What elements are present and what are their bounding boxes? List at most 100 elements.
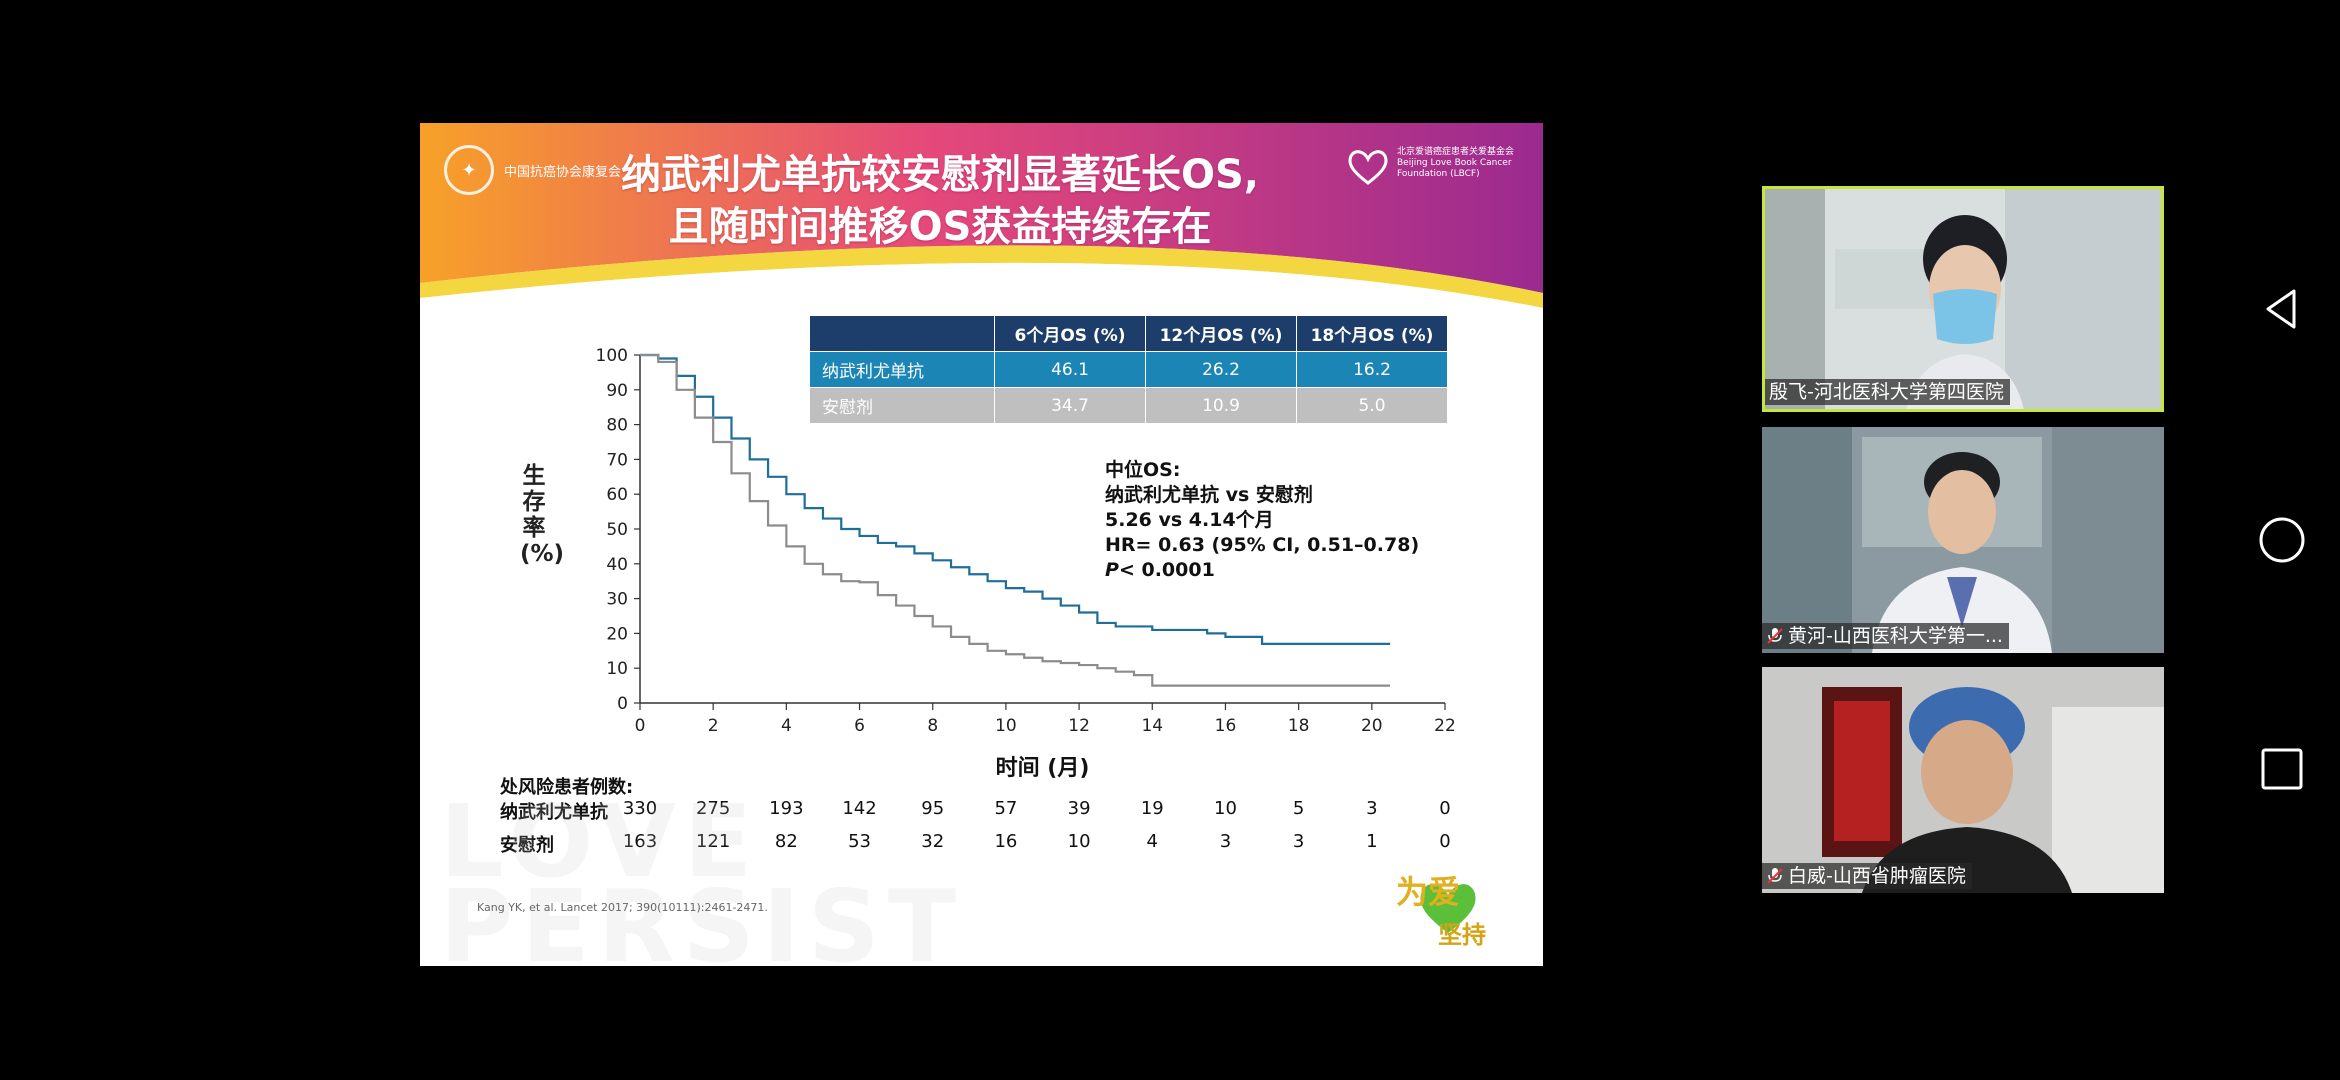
table-header	[809, 315, 995, 352]
participant-name: 黄河-山西医科大学第一...	[1788, 625, 2003, 647]
org-name-left: 中国抗癌协会康复会	[504, 164, 622, 180]
x-tick-label: 8	[927, 716, 938, 736]
heart-icon	[1348, 150, 1388, 185]
watermark-text: LOVE	[440, 783, 761, 900]
risk-value: 275	[695, 798, 731, 819]
risk-value: 19	[1140, 798, 1164, 819]
risk-value: 142	[842, 798, 877, 819]
risk-value: 16	[994, 831, 1018, 852]
presentation-slide: ✦ 中国抗癌协会康复会 纳武利尤单抗较安慰剂显著延长OS, 且随时间推移OS获益…	[420, 123, 1543, 966]
org-logo-left: ✦ 中国抗癌协会康复会	[444, 145, 621, 195]
table-row: 安慰剂 34.7 10.9 5.0	[809, 387, 1448, 424]
participant-name: 殷飞-河北医科大学第四医院	[1769, 381, 2004, 403]
seal-icon: ✦	[444, 145, 494, 195]
risk-value: 3	[1219, 831, 1232, 852]
y-tick-label: 40	[606, 555, 628, 575]
slide-title-line1: 纳武利尤单抗较安慰剂显著延长OS,	[620, 152, 1259, 198]
table-cell: 26.2	[1145, 351, 1297, 388]
y-axis-label: 生存率 (%)	[520, 463, 565, 567]
risk-value: 53	[848, 831, 871, 852]
risk-value: 163	[622, 831, 658, 852]
table-cell: 安慰剂	[809, 387, 995, 424]
risk-value: 4	[1146, 831, 1158, 852]
video-tile-speaker-2[interactable]: 黄河-山西医科大学第一...	[1762, 427, 2164, 653]
risk-value: 10	[1214, 798, 1237, 819]
mic-muted-icon	[1767, 628, 1783, 644]
risk-value: 0	[1439, 831, 1451, 852]
participant-video-2	[1762, 427, 2164, 653]
y-tick-label: 90	[606, 381, 628, 401]
y-tick-label: 100	[596, 346, 628, 366]
x-tick-label: 2	[708, 716, 719, 736]
x-axis-label: 时间 (月)	[996, 756, 1090, 781]
y-tick-label: 80	[606, 416, 628, 436]
x-tick-label: 14	[1141, 716, 1163, 736]
risk-table-title: 处风险患者例数:	[500, 777, 634, 798]
km-curve-nivolumab	[640, 353, 1391, 645]
participant-name-label: 殷飞-河北医科大学第四医院	[1765, 379, 2010, 405]
table-cell: 46.1	[994, 351, 1146, 388]
risk-value: 0	[1439, 798, 1451, 819]
table-cell: 10.9	[1145, 387, 1297, 424]
participant-name-label: 黄河-山西医科大学第一...	[1762, 623, 2009, 649]
risk-value: 95	[921, 798, 945, 819]
risk-value: 193	[769, 798, 804, 819]
table-cell: 16.2	[1296, 351, 1448, 388]
km-survival-chart: 0 10 20 30 40 50 60 70 80 90 100 0 2 4 6 8 10 12 14 16 18 20 2…	[596, 346, 1456, 781]
y-tick-label: 10	[606, 659, 628, 679]
x-tick-label: 20	[1361, 716, 1383, 736]
risk-value: 330	[622, 798, 658, 819]
y-tick-label: 60	[606, 485, 628, 505]
org-name-right: 北京爱谱癌症患者关爱基金会 Beijing Love Book Cancer F…	[1397, 147, 1515, 179]
p-letter: P	[1105, 559, 1119, 581]
median-os-line: 5.26 vs 4.14个月	[1105, 509, 1274, 531]
mic-muted-icon	[1767, 868, 1783, 884]
table-cell: 纳武利尤单抗	[809, 351, 995, 388]
participant-video-1	[1765, 189, 2161, 409]
y-tick-label: 30	[606, 590, 628, 610]
median-os-annotation: 中位OS: 纳武利尤单抗 vs 安慰剂 5.26 vs 4.14个月 HR= 0…	[1105, 458, 1419, 583]
home-icon[interactable]	[2258, 516, 2306, 564]
p-value-text: < 0.0001	[1118, 559, 1215, 581]
participant-name: 白威-山西省肿瘤医院	[1788, 865, 1966, 887]
risk-value: 32	[921, 831, 945, 852]
participant-name-label: 白威-山西省肿瘤医院	[1762, 863, 1972, 889]
video-tile-speaker-3[interactable]: 白威-山西省肿瘤医院	[1762, 667, 2164, 893]
logo-text-bottom: 坚持	[1438, 921, 1486, 949]
citation: Kang YK, et al. Lancet 2017; 390(10111):…	[477, 901, 768, 914]
y-tick-label: 50	[606, 520, 628, 540]
love-persist-logo: 为爱 坚持	[1396, 873, 1486, 949]
risk-value: 3	[1292, 831, 1305, 852]
logo-text-top: 为爱	[1396, 873, 1460, 911]
x-tick-label: 6	[854, 716, 865, 736]
recents-icon[interactable]	[2258, 745, 2306, 793]
x-tick-label: 10	[995, 716, 1017, 736]
back-icon[interactable]	[2258, 285, 2306, 333]
risk-value: 82	[774, 831, 798, 852]
risk-row-label: 安慰剂	[500, 835, 554, 856]
risk-value: 1	[1366, 831, 1378, 852]
x-tick-label: 12	[1068, 716, 1090, 736]
participant-video-3	[1762, 667, 2164, 893]
p-value: P< 0.0001	[1105, 558, 1419, 583]
risk-row-label: 纳武利尤单抗	[500, 802, 608, 823]
x-tick-label: 18	[1288, 716, 1310, 736]
median-os-line: HR= 0.63 (95% CI, 0.51–0.78)	[1105, 534, 1420, 556]
risk-value: 121	[695, 831, 731, 852]
x-tick-label: 16	[1215, 716, 1237, 736]
y-tick-label: 70	[606, 450, 628, 470]
table-cell: 34.7	[994, 387, 1146, 424]
risk-value: 39	[1067, 798, 1091, 819]
slide-title-line2: 且随时间推移OS获益持续存在	[668, 204, 1212, 250]
table-cell: 5.0	[1296, 387, 1448, 424]
median-os-line: 纳武利尤单抗 vs 安慰剂	[1105, 484, 1313, 506]
video-tile-speaker-1[interactable]: 殷飞-河北医科大学第四医院	[1762, 186, 2164, 412]
x-tick-label: 4	[781, 716, 792, 736]
y-tick-label: 0	[617, 694, 628, 714]
table-header: 12个月OS (%)	[1145, 315, 1297, 352]
table-header-row: 6个月OS (%) 12个月OS (%) 18个月OS (%)	[809, 315, 1448, 352]
x-tick-label: 0	[635, 716, 646, 736]
org-logo-right: 北京爱谱癌症患者关爱基金会 Beijing Love Book Cancer F…	[1345, 147, 1543, 187]
y-tick-label: 20	[606, 624, 628, 644]
median-os-line: 中位OS:	[1105, 459, 1181, 481]
